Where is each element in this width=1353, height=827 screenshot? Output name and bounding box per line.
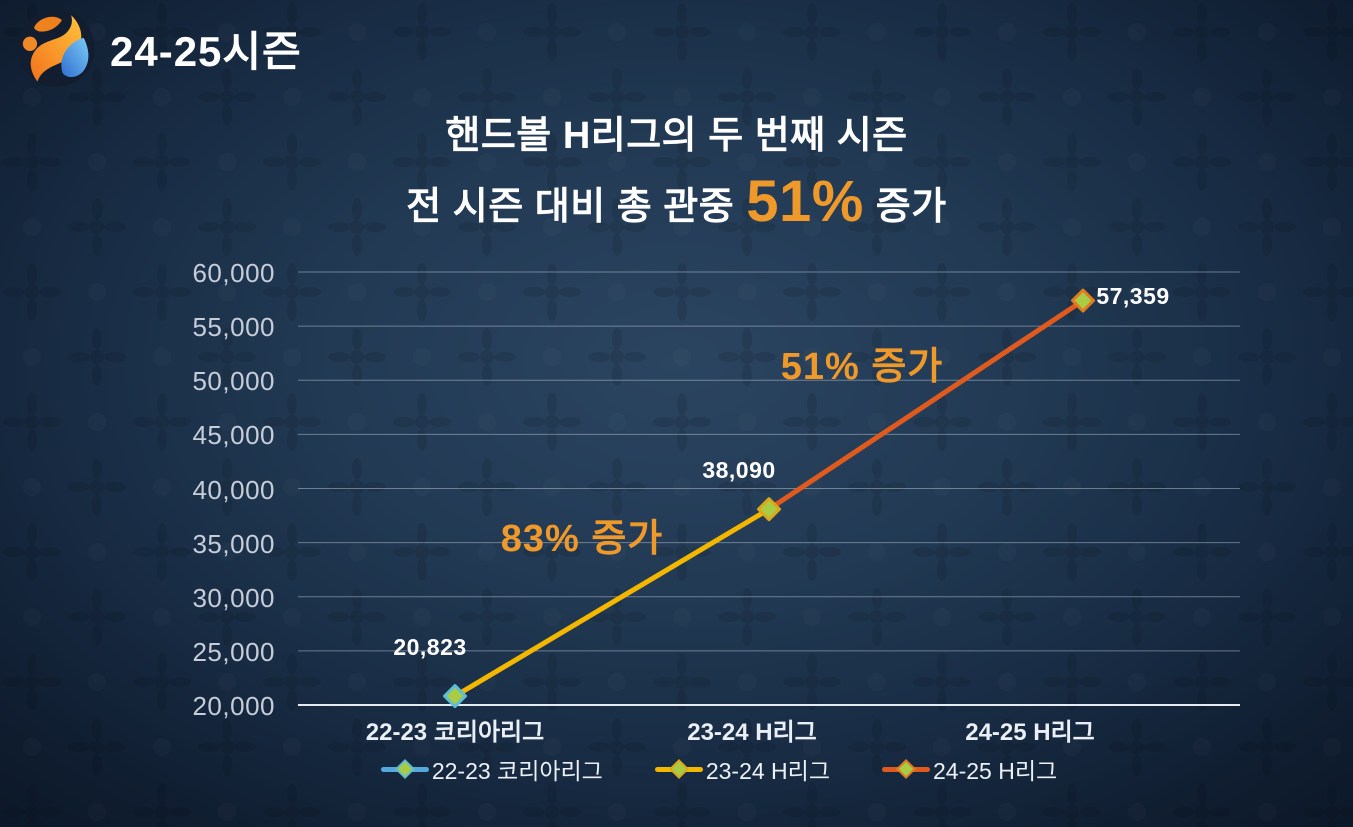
legend-label: 24-25 H리그 [933,758,1058,784]
data-value-label: 20,823 [393,634,467,660]
y-tick-label: 20,000 [192,691,275,721]
y-tick-label: 35,000 [192,528,275,559]
data-value-label: 57,359 [1096,283,1170,309]
season-badge: 24-25시즌 [110,27,302,75]
y-tick-label: 60,000 [192,258,275,288]
legend-diamond-icon [896,759,916,779]
attendance-growth-highlight: 51% [746,169,864,234]
main-title: 핸드볼 H리그의 두 번째 시즌 전 시즌 대비 총 관중 51% 증가 [0,104,1353,231]
y-tick-label: 40,000 [192,474,275,505]
legend-diamond-icon [394,759,415,779]
legend-marker-icon [380,759,429,779]
y-tick-label: 30,000 [192,582,275,613]
title-line2-prefix: 전 시즌 대비 총 관중 [406,185,735,228]
chart-legend: 22-23 코리아리그 23-24 H리그 24-25 H리그 [248,752,1190,786]
y-tick-label: 45,000 [192,420,275,451]
data-point-marker [443,684,467,709]
legend-label: 22-23 코리아리그 [431,758,603,784]
handball-league-logo-icon [17,9,95,87]
legend-diamond-icon [668,759,689,779]
legend-item: 22-23 코리아리그 [380,752,603,786]
data-point-marker [757,497,781,522]
y-tick-label: 55,000 [192,312,275,343]
y-tick-label: 50,000 [192,366,275,397]
title-line2-suffix: 증가 [875,185,947,228]
legend-marker-icon [882,759,930,779]
legend-label: 23-24 H리그 [705,758,830,784]
legend-item: 23-24 H리그 [654,752,830,786]
x-category-label: 23-24 H리그 [687,719,817,746]
y-tick-label: 25,000 [192,636,275,667]
title-line1: 핸드볼 H리그의 두 번째 시즌 [445,115,908,157]
x-category-label: 24-25 H리그 [965,719,1095,746]
legend-marker-icon [654,759,703,779]
legend-item: 24-25 H리그 [882,752,1057,786]
title-line2: 전 시즌 대비 총 관중 51% 증가 [0,173,1353,231]
x-category-label: 22-23 코리아리그 [365,719,545,746]
header: 24-25시즌 [14,6,302,90]
growth-annotation: 83% 증가 [500,518,664,560]
data-value-label: 38,090 [702,457,776,483]
growth-annotation: 51% 증가 [780,346,944,388]
